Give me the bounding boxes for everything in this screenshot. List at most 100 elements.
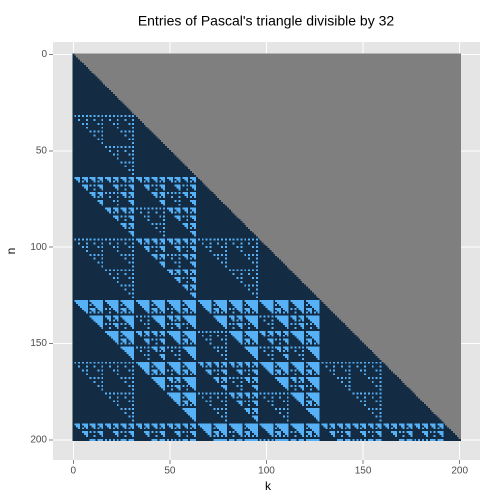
tile <box>294 427 305 430</box>
tile <box>304 404 307 407</box>
tile <box>224 246 228 249</box>
tile <box>188 398 197 401</box>
tile <box>122 392 125 395</box>
tile <box>143 215 147 218</box>
tile <box>342 423 346 426</box>
tile <box>379 434 382 438</box>
tile <box>335 425 340 428</box>
tile <box>279 392 282 395</box>
tile <box>242 269 245 272</box>
tile <box>118 273 125 276</box>
tile <box>134 209 170 212</box>
tile <box>219 363 224 366</box>
tile <box>265 305 274 309</box>
tile <box>116 199 119 203</box>
tile <box>313 354 320 357</box>
tile <box>211 238 214 241</box>
tile <box>109 180 112 183</box>
tile <box>350 438 353 442</box>
tile <box>97 369 100 372</box>
tile <box>141 423 145 426</box>
tile <box>232 269 235 272</box>
tile <box>72 59 81 62</box>
tile <box>74 115 77 118</box>
tile <box>149 342 156 345</box>
tile <box>211 307 214 311</box>
tile <box>277 348 282 351</box>
tile <box>226 357 257 361</box>
tile <box>219 429 228 432</box>
tile <box>134 226 156 230</box>
tile <box>381 431 392 434</box>
tile <box>213 423 228 426</box>
tile <box>132 119 135 122</box>
tile <box>217 407 220 411</box>
tile <box>238 319 241 322</box>
tile <box>230 363 235 366</box>
tile <box>126 311 129 314</box>
tile <box>280 346 284 349</box>
tile <box>205 369 212 372</box>
tile <box>304 398 313 401</box>
tile <box>134 334 141 338</box>
tile <box>186 434 189 438</box>
tile <box>255 242 259 245</box>
tile <box>128 246 131 249</box>
tile <box>234 238 237 241</box>
tile <box>242 319 249 322</box>
tile <box>342 365 349 368</box>
tile <box>192 386 197 390</box>
tile <box>188 176 191 180</box>
tile <box>165 309 177 312</box>
tile <box>252 384 259 388</box>
tile <box>180 215 183 218</box>
tile <box>194 373 197 376</box>
tile <box>236 315 243 318</box>
tile <box>85 119 89 122</box>
tile <box>192 242 195 245</box>
tile <box>300 433 305 436</box>
tile <box>290 431 293 434</box>
tile <box>319 330 353 334</box>
tile <box>213 361 220 364</box>
tile <box>128 342 131 345</box>
tile <box>132 269 135 272</box>
tile <box>329 369 332 372</box>
tile <box>124 115 127 118</box>
tile <box>234 438 237 442</box>
tile <box>124 211 127 214</box>
tile <box>141 427 145 430</box>
tile <box>176 186 181 189</box>
tile <box>122 348 135 351</box>
tile <box>145 180 148 183</box>
tile <box>120 392 123 395</box>
tile <box>159 307 166 311</box>
tile <box>107 317 112 320</box>
tile <box>234 323 237 326</box>
tile <box>134 188 148 191</box>
tile <box>186 396 197 399</box>
tile <box>242 280 257 284</box>
tile <box>83 246 87 249</box>
tile <box>87 365 94 368</box>
tile <box>219 407 222 411</box>
tile <box>300 346 303 349</box>
tile <box>288 309 301 312</box>
tile <box>369 377 373 380</box>
tile <box>195 178 201 181</box>
tile <box>91 309 96 312</box>
tile <box>118 180 125 183</box>
tile <box>280 311 284 314</box>
tile <box>134 431 145 434</box>
tile <box>165 433 177 436</box>
tile <box>120 176 127 180</box>
tile <box>271 315 274 318</box>
tile <box>242 431 245 434</box>
tile <box>72 346 121 349</box>
tile <box>134 134 156 137</box>
tile <box>306 407 320 411</box>
tile <box>232 311 235 314</box>
tile <box>275 303 278 307</box>
tile <box>381 369 392 372</box>
tile <box>190 338 197 341</box>
